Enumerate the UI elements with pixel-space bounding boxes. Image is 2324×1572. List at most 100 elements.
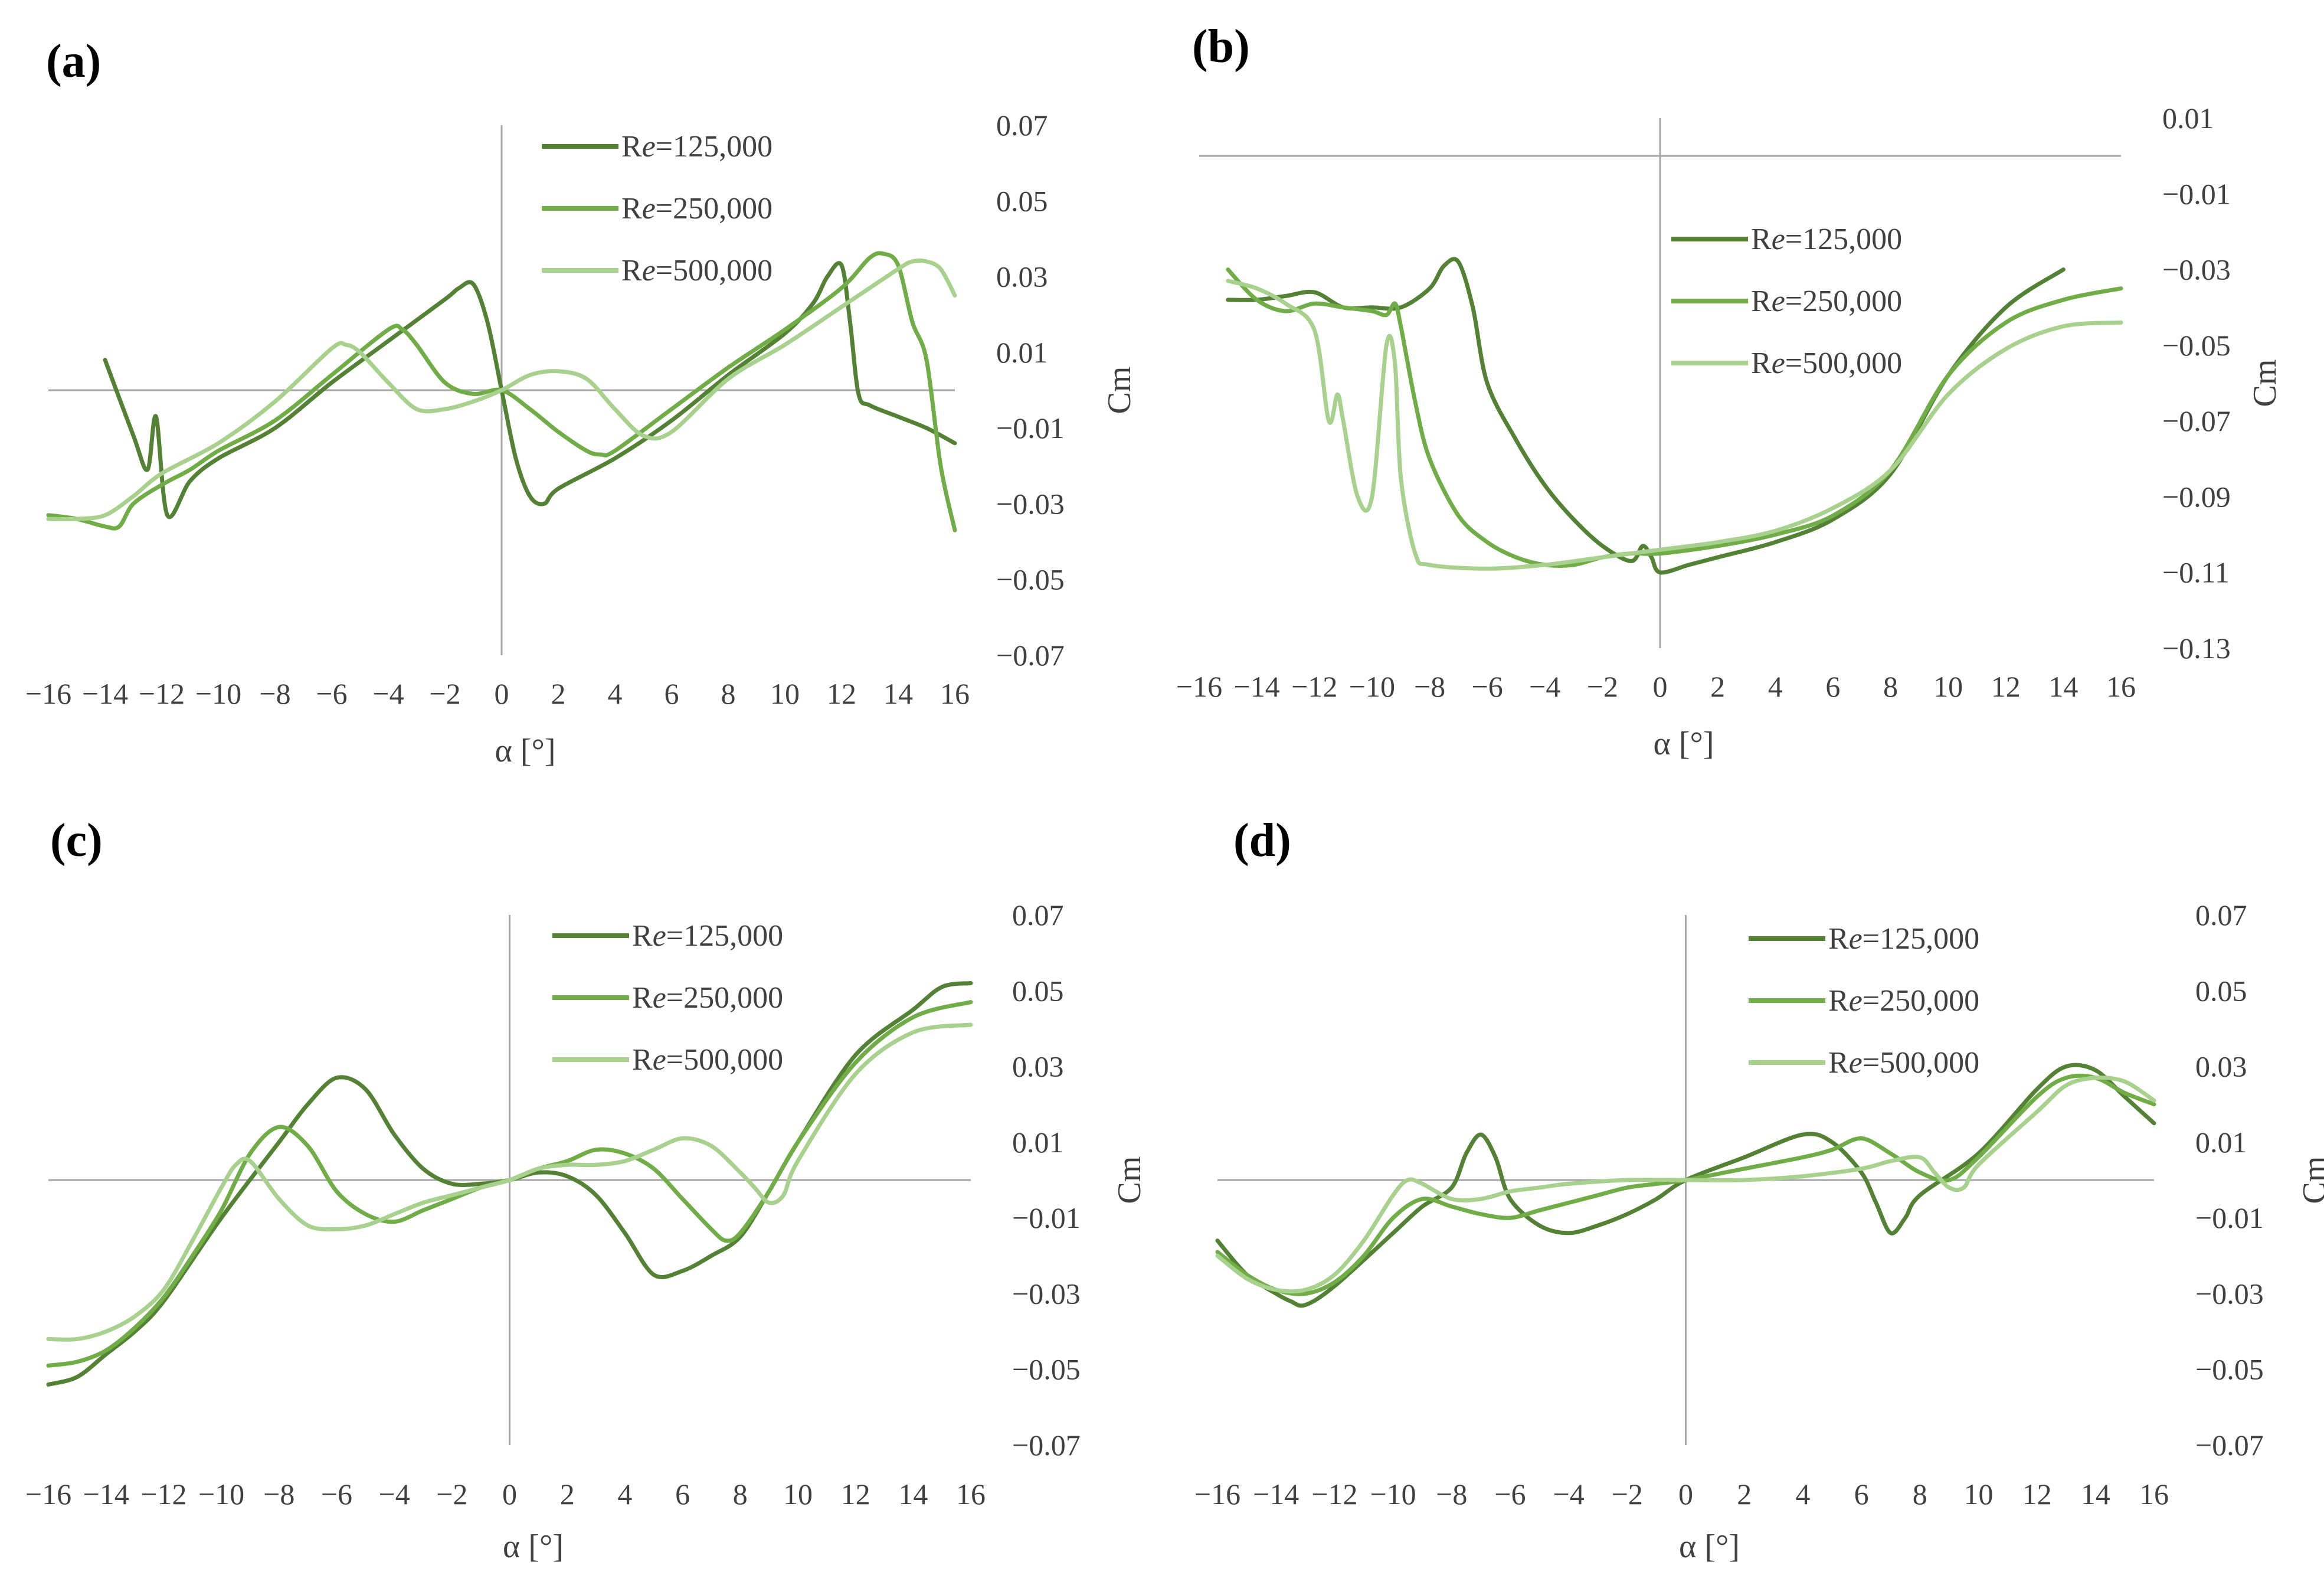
y-tick-label: 0.07 bbox=[996, 109, 1048, 142]
y-tick-label: −0.07 bbox=[2195, 1429, 2264, 1462]
x-tick-label: 10 bbox=[1963, 1478, 1993, 1511]
x-tick-label: −8 bbox=[259, 677, 290, 710]
x-tick-label: −2 bbox=[1587, 670, 1618, 703]
x-tick-label: −12 bbox=[139, 677, 185, 710]
x-tick-label: 6 bbox=[1825, 670, 1840, 703]
x-tick-label: 0 bbox=[502, 1478, 517, 1511]
y-axis-title: Cm bbox=[1111, 1156, 1148, 1204]
x-tick-label: 4 bbox=[1768, 670, 1783, 703]
x-axis-title: α [°] bbox=[503, 1528, 564, 1565]
series-line-2 bbox=[1215, 1073, 2156, 1296]
legend-label: Re=500,000 bbox=[632, 1043, 783, 1077]
y-tick-label: −0.05 bbox=[2195, 1353, 2264, 1386]
series-line-3 bbox=[1226, 279, 2123, 571]
x-tick-label: 16 bbox=[2139, 1478, 2169, 1511]
series-line-3 bbox=[46, 1022, 973, 1342]
x-tick-label: 14 bbox=[2048, 670, 2078, 703]
y-tick-label: 0.01 bbox=[996, 336, 1048, 369]
y-tick-label: −0.03 bbox=[2195, 1277, 2264, 1310]
y-axis-title: Cm bbox=[2296, 1156, 2324, 1204]
x-tick-label: −16 bbox=[25, 1478, 71, 1511]
x-axis-title: α [°] bbox=[1653, 725, 1714, 762]
x-tick-label: 10 bbox=[770, 677, 800, 710]
x-tick-label: −8 bbox=[263, 1478, 294, 1511]
x-tick-label: 4 bbox=[617, 1478, 632, 1511]
x-tick-label: −2 bbox=[1612, 1478, 1643, 1511]
x-tick-label: −10 bbox=[198, 1478, 244, 1511]
x-tick-label: 8 bbox=[733, 1478, 748, 1511]
x-tick-label: 2 bbox=[1710, 670, 1725, 703]
series-line-1 bbox=[1226, 257, 2066, 575]
y-tick-label: 0.03 bbox=[1012, 1050, 1064, 1083]
legend-label: Re=125,000 bbox=[621, 130, 773, 164]
y-axis-title: Cm bbox=[1101, 367, 1138, 414]
y-tick-label: −0.09 bbox=[2162, 480, 2231, 513]
y-tick-label: −0.07 bbox=[1012, 1429, 1081, 1462]
x-tick-label: −2 bbox=[429, 677, 460, 710]
legend-label: Re=125,000 bbox=[632, 919, 783, 953]
legend-label: Re=125,000 bbox=[1751, 223, 1902, 256]
x-tick-label: 12 bbox=[841, 1478, 870, 1511]
x-tick-label: −12 bbox=[1311, 1478, 1357, 1511]
x-tick-label: −14 bbox=[1253, 1478, 1299, 1511]
x-tick-label: 14 bbox=[883, 677, 913, 710]
y-tick-label: −0.07 bbox=[2162, 404, 2231, 437]
x-tick-label: 8 bbox=[1913, 1478, 1927, 1511]
y-tick-label: −0.01 bbox=[2162, 177, 2231, 210]
x-tick-label: −16 bbox=[1176, 670, 1222, 703]
x-tick-label: −4 bbox=[372, 677, 404, 710]
x-tick-label: 12 bbox=[827, 677, 856, 710]
y-tick-label: −0.01 bbox=[996, 411, 1065, 445]
x-tick-label: 8 bbox=[1883, 670, 1898, 703]
y-tick-label: 0.05 bbox=[996, 184, 1048, 217]
y-tick-label: −0.03 bbox=[996, 487, 1065, 520]
x-tick-label: −16 bbox=[1194, 1478, 1240, 1511]
series-line-3 bbox=[1215, 1076, 2156, 1294]
x-tick-label: −4 bbox=[379, 1478, 410, 1511]
x-tick-label: 2 bbox=[551, 677, 566, 710]
x-tick-label: 16 bbox=[2106, 670, 2136, 703]
x-tick-label: 0 bbox=[1678, 1478, 1693, 1511]
y-tick-label: 0.07 bbox=[1012, 898, 1064, 932]
panel-label: (c) bbox=[50, 815, 103, 867]
x-tick-label: −8 bbox=[1436, 1478, 1467, 1511]
x-tick-label: 2 bbox=[1737, 1478, 1752, 1511]
legend-label: Re=250,000 bbox=[621, 192, 773, 225]
x-tick-label: 4 bbox=[1795, 1478, 1810, 1511]
x-tick-label: −4 bbox=[1553, 1478, 1585, 1511]
x-tick-label: −6 bbox=[1494, 1478, 1526, 1511]
x-tick-label: 14 bbox=[898, 1478, 928, 1511]
x-tick-label: 6 bbox=[665, 677, 679, 710]
panel-label: (b) bbox=[1192, 21, 1250, 73]
series-line-3 bbox=[46, 258, 957, 522]
series-line-2 bbox=[1226, 267, 2123, 568]
x-tick-label: −10 bbox=[1349, 670, 1395, 703]
x-tick-label: 10 bbox=[783, 1478, 813, 1511]
legend-label: Re=125,000 bbox=[1828, 922, 1979, 956]
x-tick-label: 0 bbox=[1653, 670, 1668, 703]
legend-label: Re=250,000 bbox=[632, 981, 783, 1015]
chart-panel-d: (d) 0.07 0.05 0.03 0.01 −0.01 −0.03 −0.05 −0.07 −… bbox=[1194, 815, 2324, 1565]
y-tick-label: 0.01 bbox=[2195, 1126, 2247, 1159]
x-tick-label: −8 bbox=[1414, 670, 1445, 703]
y-tick-label: −0.03 bbox=[2162, 253, 2231, 286]
x-axis-title: α [°] bbox=[1679, 1528, 1740, 1565]
x-tick-label: −6 bbox=[1472, 670, 1503, 703]
legend-label: Re=500,000 bbox=[1751, 347, 1902, 380]
x-tick-label: 4 bbox=[608, 677, 623, 710]
y-tick-label: −0.05 bbox=[1012, 1353, 1081, 1386]
legend-label: Re=500,000 bbox=[1828, 1046, 1979, 1080]
x-tick-label: −2 bbox=[436, 1478, 467, 1511]
legend-label: Re=250,000 bbox=[1751, 285, 1902, 318]
x-tick-label: −4 bbox=[1529, 670, 1560, 703]
x-tick-label: −6 bbox=[321, 1478, 352, 1511]
y-tick-label: 0.03 bbox=[996, 260, 1048, 293]
x-tick-label: −14 bbox=[82, 677, 128, 710]
x-tick-label: 12 bbox=[2022, 1478, 2052, 1511]
series-line-1 bbox=[103, 261, 957, 519]
x-tick-label: −14 bbox=[83, 1478, 129, 1511]
y-tick-label: 0.05 bbox=[1012, 974, 1064, 1007]
y-tick-label: −0.11 bbox=[2162, 556, 2230, 589]
y-tick-label: −0.01 bbox=[1012, 1201, 1081, 1234]
